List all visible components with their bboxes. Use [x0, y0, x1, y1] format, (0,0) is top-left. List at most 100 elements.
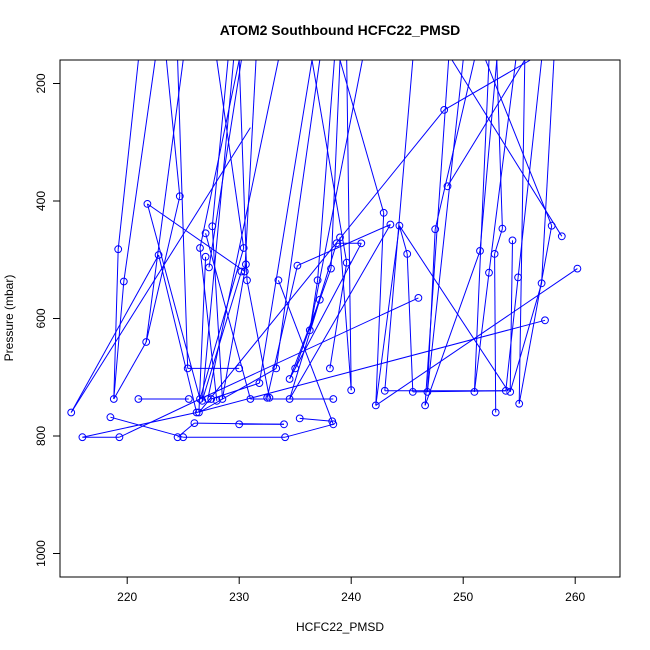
- profile-line-segment: [70, 127, 251, 413]
- x-axis-label: HCFC22_PMSD: [296, 620, 384, 634]
- profile-line-segment: [117, 59, 139, 250]
- profile-line-segment: [541, 59, 555, 284]
- profile-line-segment: [147, 203, 246, 272]
- y-axis: 200 400 600 800 1000: [34, 73, 61, 567]
- data-point: [573, 264, 582, 273]
- profile-line-segment: [198, 256, 207, 413]
- data-point: [501, 386, 510, 395]
- data-point: [179, 433, 188, 442]
- data-point: [78, 433, 87, 442]
- data-point: [201, 252, 210, 261]
- data-point: [190, 419, 199, 428]
- profile-line-segment: [221, 264, 247, 400]
- profile-line-segment: [443, 59, 531, 111]
- profile-line-segment: [289, 243, 362, 380]
- profile-line-segment: [518, 59, 526, 404]
- data-point: [183, 364, 192, 373]
- profile-line-segment: [198, 109, 445, 413]
- profile-line-segment: [473, 272, 490, 392]
- profile-line-segment: [177, 59, 189, 369]
- profile-line-segment: [339, 59, 385, 213]
- profile-line-segment: [199, 247, 218, 401]
- x-tick-label: 260: [565, 590, 585, 604]
- y-tick-label: 1000: [34, 540, 48, 567]
- data-point: [380, 386, 389, 395]
- y-tick-label: 800: [34, 426, 48, 446]
- data-point: [207, 395, 216, 403]
- data-point: [173, 433, 182, 442]
- data-point: [357, 239, 366, 248]
- data-point: [274, 276, 283, 285]
- profile-line-segment: [339, 237, 352, 391]
- chart-title: ATOM2 Southbound HCFC22_PMSD: [220, 22, 461, 38]
- data-point: [192, 408, 201, 417]
- profile-line-segment: [113, 341, 147, 400]
- profile-line-segment: [309, 59, 363, 331]
- data-point: [515, 399, 524, 408]
- profile-line-segment: [123, 59, 156, 282]
- data-point: [371, 401, 380, 410]
- data-point: [109, 395, 118, 403]
- profile-line-segment: [145, 196, 181, 343]
- x-tick-label: 230: [229, 590, 249, 604]
- data-point: [198, 396, 207, 405]
- data-point: [263, 393, 272, 402]
- profile-line-segment: [426, 229, 436, 392]
- profile-line-segment: [426, 59, 464, 392]
- data-point: [547, 221, 556, 230]
- profile-line-segment: [398, 225, 509, 392]
- data-point: [476, 247, 484, 255]
- profile-line-segment: [201, 59, 235, 401]
- data-point: [154, 251, 163, 259]
- data-point: [408, 388, 417, 396]
- profile-line-segment: [201, 271, 242, 401]
- profile-line-segment: [275, 59, 321, 369]
- data-point: [272, 364, 281, 373]
- y-tick-label: 400: [34, 191, 48, 211]
- y-tick-label: 200: [34, 73, 48, 93]
- data-point: [280, 420, 288, 429]
- data-point: [285, 395, 294, 403]
- profile-line-segment: [311, 59, 348, 263]
- profile-line-segment: [406, 253, 414, 392]
- profile-line-segment: [518, 225, 553, 404]
- profile-line-segment: [284, 423, 334, 438]
- profile-line-segment: [496, 59, 503, 229]
- data-point: [196, 395, 204, 403]
- data-point: [305, 326, 314, 335]
- data-point: [115, 433, 124, 442]
- data-point: [327, 264, 335, 273]
- profile-line-segment: [70, 254, 160, 413]
- data-point: [212, 396, 221, 405]
- profile-line-segment: [509, 283, 543, 393]
- data-point: [203, 395, 212, 403]
- data-point: [175, 192, 184, 201]
- data-point: [196, 244, 204, 252]
- profile-line-segment: [196, 319, 546, 413]
- data-point: [403, 250, 412, 258]
- data-point: [315, 295, 324, 304]
- data-point: [142, 338, 151, 346]
- profile-line-segment: [211, 226, 223, 400]
- data-point: [291, 364, 300, 373]
- data-point: [379, 208, 388, 217]
- profile-line-segment: [216, 59, 245, 249]
- profile-line-segment: [277, 280, 334, 425]
- data-point: [557, 232, 566, 241]
- data-point: [235, 420, 244, 429]
- profile-line-segment: [146, 203, 201, 400]
- profile-line-segment: [398, 225, 408, 255]
- data-point: [134, 395, 143, 403]
- profile-line-segment: [113, 249, 119, 400]
- data-point: [329, 420, 338, 429]
- data-point: [239, 244, 248, 252]
- profile-line-segment: [119, 398, 201, 438]
- data-point: [440, 106, 449, 114]
- profile-line-segment: [165, 59, 181, 197]
- data-point: [470, 388, 479, 396]
- profile-line-segment: [309, 243, 338, 331]
- data-point: [485, 268, 493, 277]
- data-point: [184, 395, 193, 403]
- profile-line-segment: [158, 254, 198, 413]
- x-tick-label: 220: [117, 590, 137, 604]
